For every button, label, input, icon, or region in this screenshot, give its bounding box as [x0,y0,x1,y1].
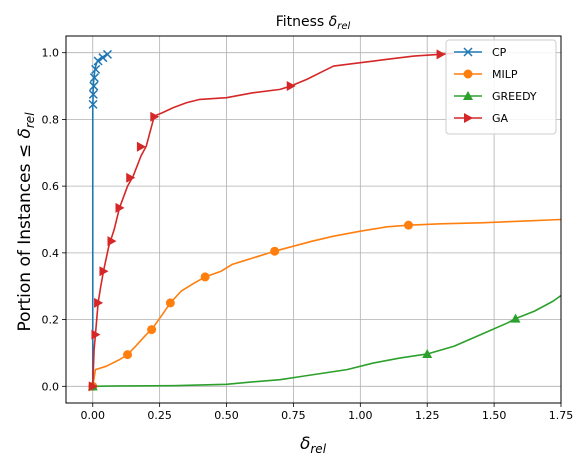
legend-item-ga: GA [454,112,509,125]
y-axis-label: Portion of Instances ≤ δrel [15,112,37,332]
data-point-cp [89,81,99,91]
y-tick-label: 1.0 [42,47,60,60]
series-layer [87,49,561,392]
data-point-ga [136,141,146,152]
y-tick-label: 0.6 [42,180,60,193]
x-tick-label: 0.50 [214,409,239,422]
data-point-ga [99,266,109,277]
data-point-milp [200,272,210,282]
data-point-ga [436,49,446,60]
data-point-ga [150,111,160,122]
legend-item-greedy: GREEDY [454,90,537,103]
legend-box [445,39,557,135]
x-tick-label: 1.25 [415,409,440,422]
data-point-cp [88,99,98,109]
legend-marker [463,69,473,79]
data-point-milp [270,246,280,256]
data-point-greedy [510,313,521,323]
y-tick-label: 0.2 [42,314,60,327]
data-point-cp [93,56,103,66]
x-axis-label: δrel [300,434,327,456]
legend-label: CP [492,46,507,59]
data-point-cp [98,53,108,63]
y-tick-label: 0.8 [42,113,60,126]
data-point-ga [107,236,117,247]
chart-title: Fitness δrel [276,14,351,32]
x-tick-label: 0.25 [147,409,172,422]
chart-title-text: Fitness [276,14,325,30]
data-point-milp [123,350,133,360]
x-tick-label: 0.00 [81,409,106,422]
x-tick-label: 0.75 [281,409,306,422]
series-ga [88,49,455,392]
y-axis-label-subscript: rel [23,112,37,128]
legend-label: MILP [492,68,518,81]
chart-title-symbol: δ [329,14,338,30]
data-point-ga [88,381,98,392]
chart-title-subscript: rel [337,21,350,32]
legend-label: GA [492,112,509,125]
y-axis-label-text: Portion of Instances ≤ [15,144,35,332]
series-line-greedy [92,294,561,388]
data-point-ga [286,81,296,92]
legend-marker [463,47,473,57]
x-tick-label: 1.50 [482,409,507,422]
x-axis-label-subscript: rel [310,442,326,456]
x-axis-label-symbol: δ [300,434,310,454]
series-line-milp [91,218,561,387]
y-tick-label: 0.0 [42,380,60,393]
data-point-milp [403,220,413,230]
y-axis-label-symbol: δ [15,128,35,138]
plot-frame [65,35,562,404]
legend-item-cp: CP [454,46,507,59]
data-point-ga [126,172,136,183]
data-point-milp [147,325,157,335]
data-point-cp [91,64,101,74]
data-point-ga [94,297,104,308]
series-cp [88,49,113,387]
legend-marker [463,91,473,100]
legend-marker [464,113,473,123]
axis-ticks: 0.00 0.25 0.50 0.75 1.00 1.25 1.50 1.75 0.0 0.2 0.… [42,47,574,422]
data-point-ga [91,329,101,340]
legend-item-milp: MILP [454,68,518,81]
x-tick-label: 1.00 [348,409,373,422]
data-point-cp [89,73,99,83]
data-point-milp [165,298,175,308]
x-tick-label: 1.75 [549,409,574,422]
data-point-ga [115,202,125,213]
data-point-cp [102,49,113,59]
legend-label: GREEDY [492,90,537,103]
data-point-greedy [422,348,433,358]
data-point-cp [88,89,98,99]
legend: CP MILP GREEDY GA [445,39,557,135]
y-tick-label: 0.4 [42,247,60,260]
